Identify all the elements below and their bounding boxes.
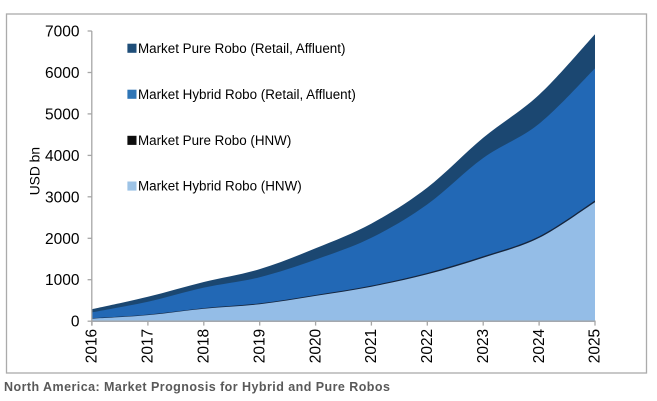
svg-text:Market Pure Robo (Retail, Affl: Market Pure Robo (Retail, Affluent) (138, 41, 345, 56)
svg-text:Market Pure Robo (HNW): Market Pure Robo (HNW) (138, 133, 291, 148)
svg-text:2022: 2022 (419, 329, 436, 363)
svg-text:2024: 2024 (531, 328, 548, 363)
svg-text:3000: 3000 (45, 189, 80, 206)
svg-text:USD bn: USD bn (27, 147, 42, 195)
svg-text:2025: 2025 (587, 329, 604, 363)
svg-text:2017: 2017 (140, 329, 157, 363)
svg-text:2023: 2023 (475, 329, 492, 363)
svg-text:0: 0 (71, 314, 80, 331)
svg-text:4000: 4000 (45, 148, 80, 165)
svg-text:2016: 2016 (84, 329, 101, 363)
svg-text:2019: 2019 (251, 329, 268, 363)
svg-text:5000: 5000 (45, 106, 80, 123)
svg-text:Market Hybrid Robo (Retail, Af: Market Hybrid Robo (Retail, Affluent) (138, 87, 356, 102)
svg-text:2018: 2018 (196, 329, 213, 363)
svg-text:2020: 2020 (307, 328, 324, 363)
svg-text:6000: 6000 (45, 65, 80, 82)
svg-text:7000: 7000 (45, 24, 80, 41)
svg-text:1000: 1000 (45, 272, 80, 289)
svg-text:2021: 2021 (363, 329, 380, 363)
svg-text:Market Hybrid Robo (HNW): Market Hybrid Robo (HNW) (138, 179, 302, 194)
svg-text:2000: 2000 (45, 231, 80, 248)
